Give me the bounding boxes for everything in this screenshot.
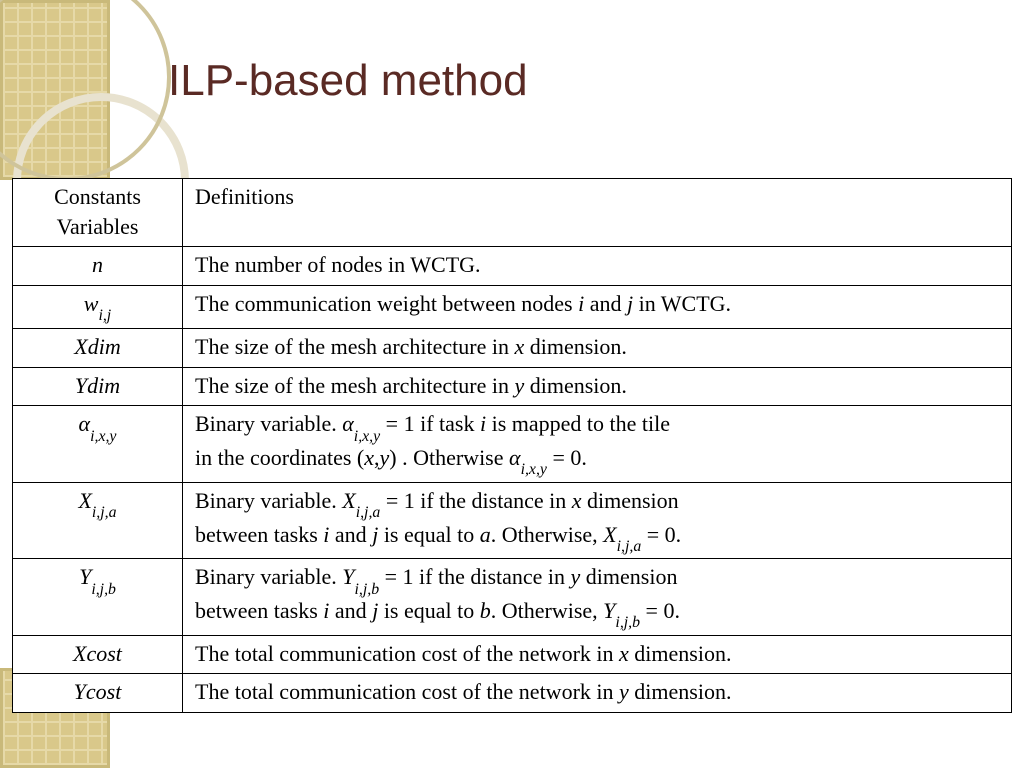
symbol-cell: Ycost bbox=[13, 674, 183, 713]
symbol-cell: Xi,j,a bbox=[13, 482, 183, 559]
header-constants-variables: Constants Variables bbox=[13, 179, 183, 247]
table-body: nThe number of nodes in WCTG.wi,jThe com… bbox=[13, 247, 1012, 713]
table-row: YdimThe size of the mesh architecture in… bbox=[13, 367, 1012, 406]
definition-cell: The number of nodes in WCTG. bbox=[183, 247, 1012, 286]
table-row: Yi,j,bBinary variable. Yi,j,b = 1 if the… bbox=[13, 559, 1012, 636]
table-header-row: Constants Variables Definitions bbox=[13, 179, 1012, 247]
definition-cell: Binary variable. αi,x,y = 1 if task i is… bbox=[183, 406, 1012, 483]
header-line2: Variables bbox=[57, 214, 139, 239]
definition-cell: The total communication cost of the netw… bbox=[183, 674, 1012, 713]
definitions-table-wrap: Constants Variables Definitions nThe num… bbox=[12, 178, 1012, 713]
symbol-cell: Yi,j,b bbox=[13, 559, 183, 636]
table-row: Xi,j,aBinary variable. Xi,j,a = 1 if the… bbox=[13, 482, 1012, 559]
symbol-cell: Ydim bbox=[13, 367, 183, 406]
symbol-cell: wi,j bbox=[13, 286, 183, 329]
definition-cell: The size of the mesh architecture in y d… bbox=[183, 367, 1012, 406]
header-definitions: Definitions bbox=[183, 179, 1012, 247]
definition-cell: The communication weight between nodes i… bbox=[183, 286, 1012, 329]
definition-cell: Binary variable. Yi,j,b = 1 if the dista… bbox=[183, 559, 1012, 636]
slide-title: ILP-based method bbox=[168, 56, 528, 106]
symbol-cell: Xdim bbox=[13, 328, 183, 367]
symbol-cell: αi,x,y bbox=[13, 406, 183, 483]
symbol-cell: n bbox=[13, 247, 183, 286]
symbol-cell: Xcost bbox=[13, 635, 183, 674]
definitions-table: Constants Variables Definitions nThe num… bbox=[12, 178, 1012, 713]
definition-cell: The size of the mesh architecture in x d… bbox=[183, 328, 1012, 367]
table-row: αi,x,yBinary variable. αi,x,y = 1 if tas… bbox=[13, 406, 1012, 483]
definition-cell: Binary variable. Xi,j,a = 1 if the dista… bbox=[183, 482, 1012, 559]
header-line1: Constants bbox=[54, 184, 141, 209]
table-row: YcostThe total communication cost of the… bbox=[13, 674, 1012, 713]
corner-decoration-top bbox=[0, 0, 110, 180]
table-row: XcostThe total communication cost of the… bbox=[13, 635, 1012, 674]
table-row: wi,jThe communication weight between nod… bbox=[13, 286, 1012, 329]
table-row: XdimThe size of the mesh architecture in… bbox=[13, 328, 1012, 367]
definition-cell: The total communication cost of the netw… bbox=[183, 635, 1012, 674]
table-row: nThe number of nodes in WCTG. bbox=[13, 247, 1012, 286]
